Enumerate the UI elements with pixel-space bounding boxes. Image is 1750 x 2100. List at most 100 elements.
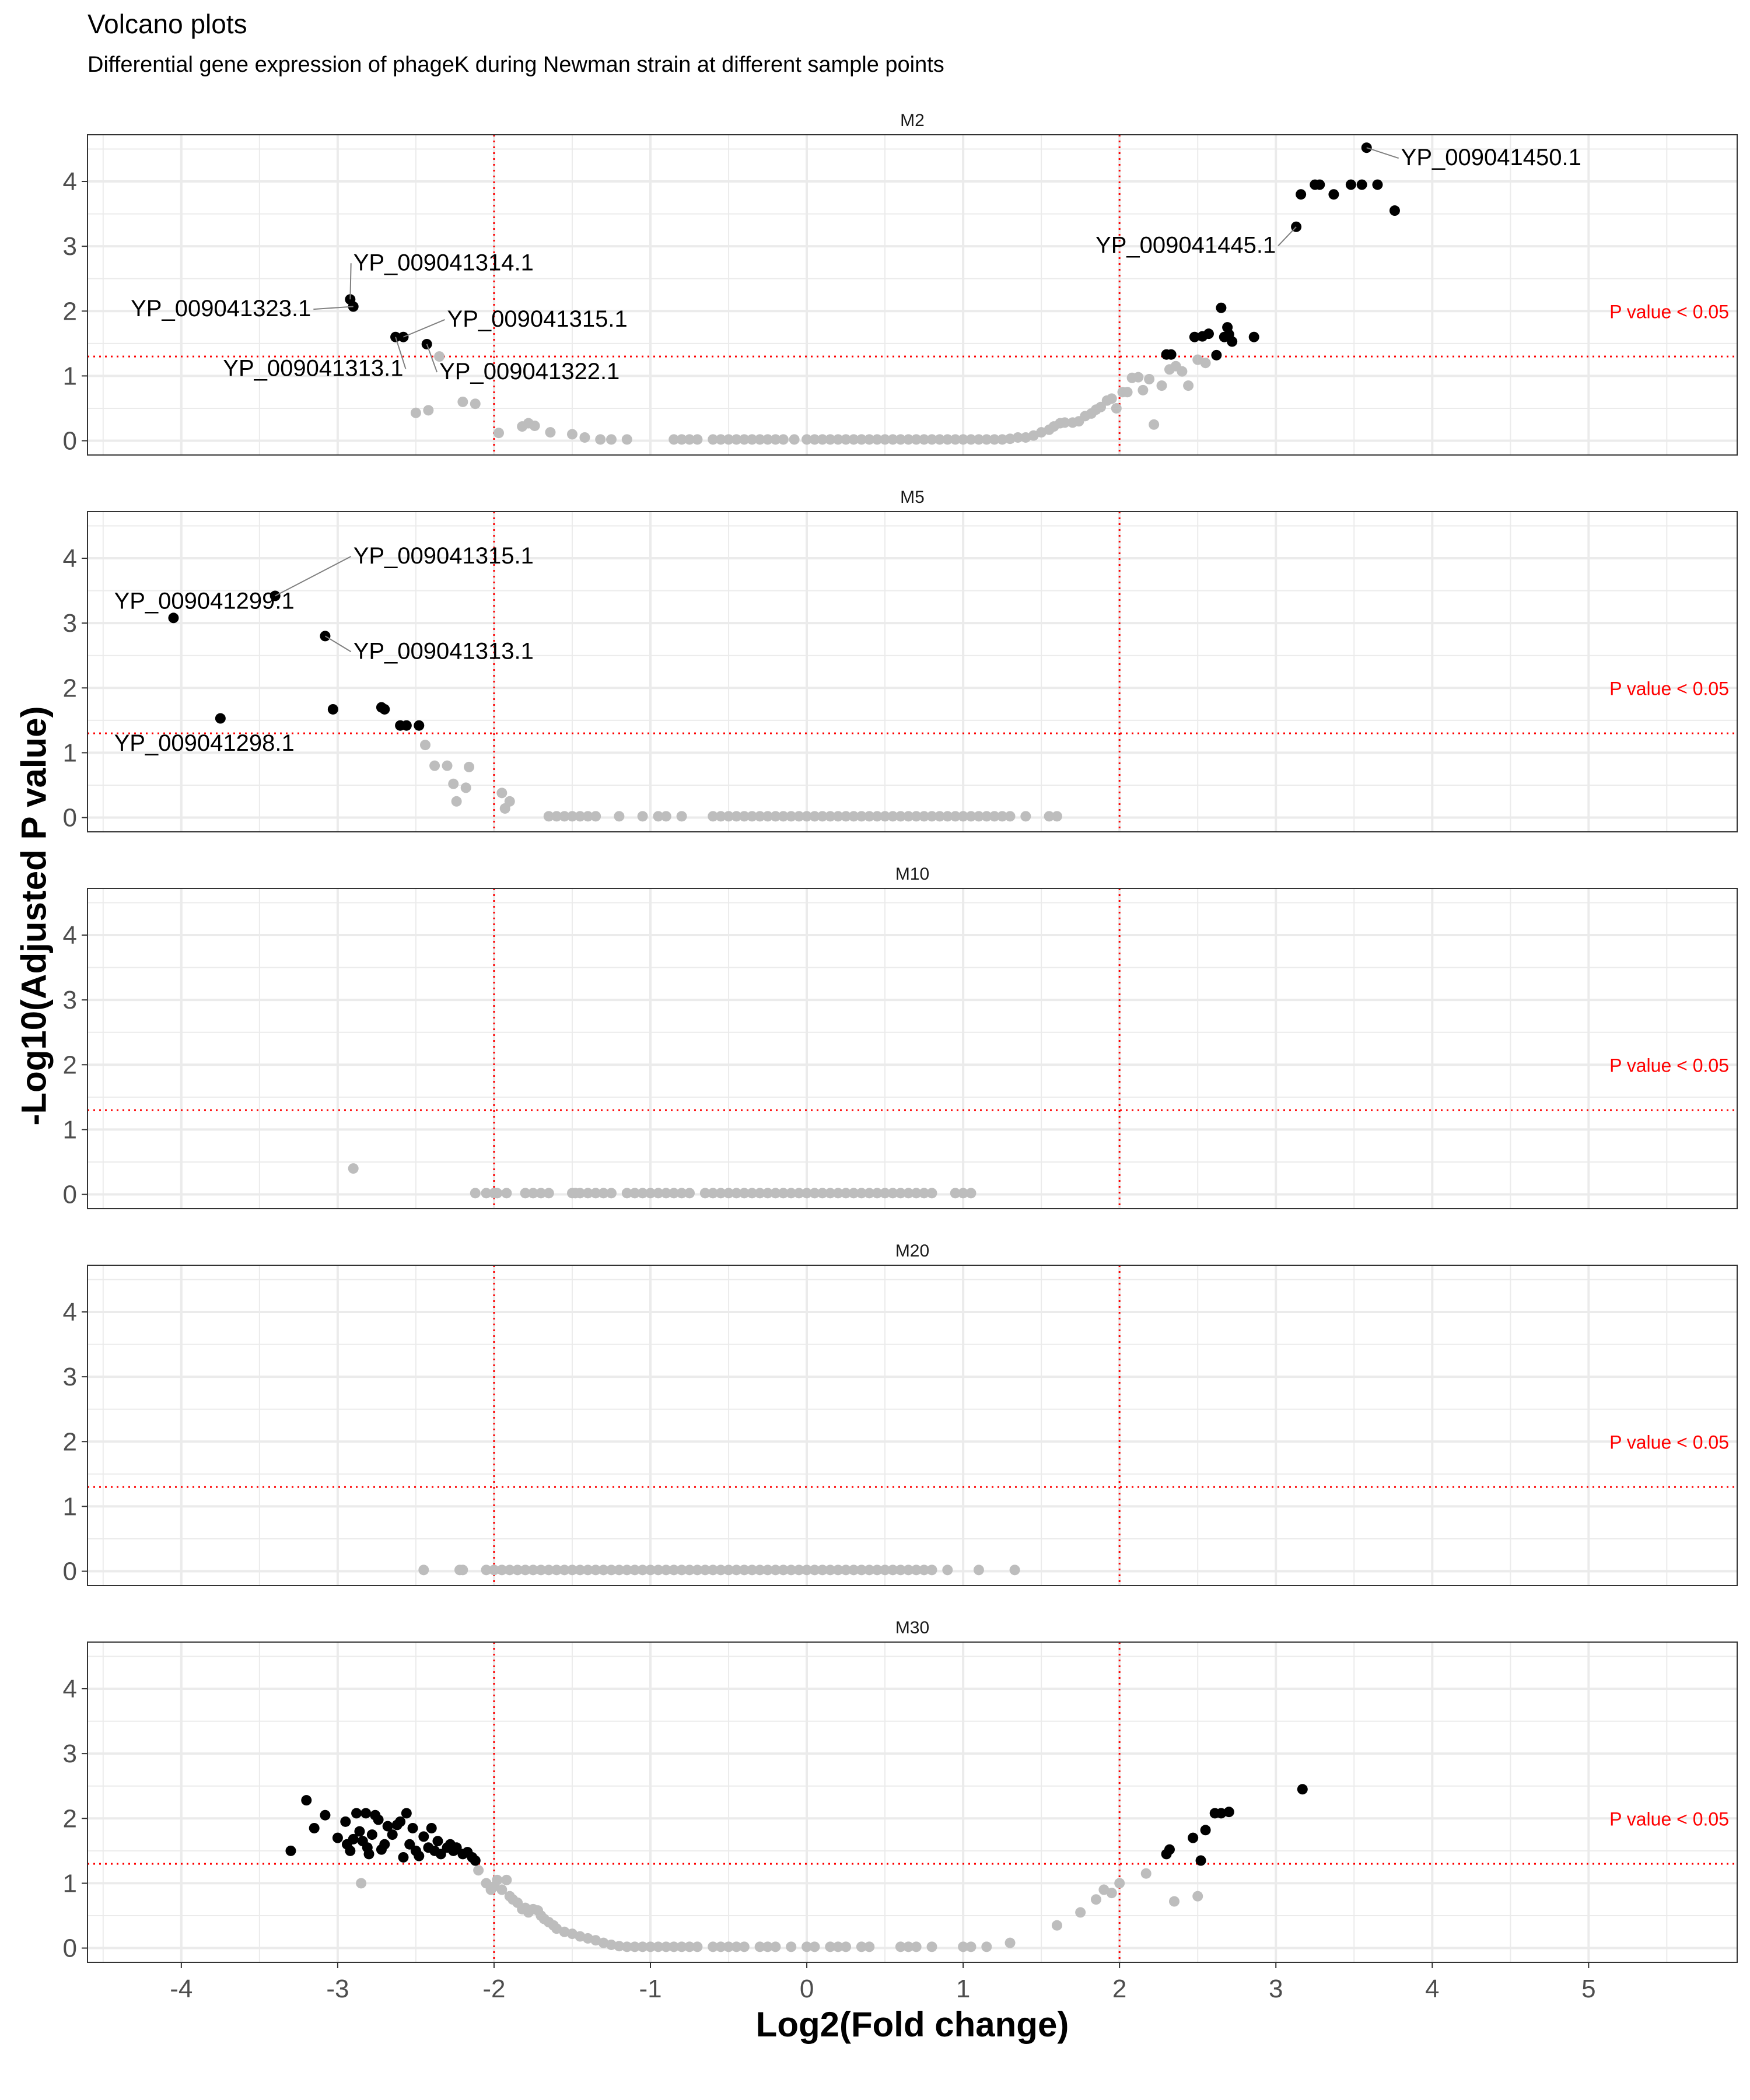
not-significant-point — [590, 811, 601, 822]
panel-border — [87, 511, 1738, 832]
not-significant-point — [989, 434, 1000, 445]
not-significant-point — [1122, 387, 1133, 398]
y-tick-label: 2 — [63, 1427, 77, 1456]
not-significant-point — [621, 1941, 632, 1952]
not-significant-point — [832, 1941, 844, 1952]
not-significant-point — [747, 434, 758, 445]
not-significant-point — [595, 434, 606, 445]
not-significant-point — [872, 1564, 883, 1576]
not-significant-point — [942, 1564, 953, 1576]
not-significant-point — [551, 811, 562, 822]
not-significant-point — [965, 1941, 977, 1952]
not-significant-point — [1114, 1878, 1125, 1889]
not-significant-point — [738, 1941, 750, 1952]
not-significant-point — [629, 1564, 640, 1576]
not-significant-point — [950, 434, 961, 445]
not-significant-point — [738, 1564, 750, 1576]
not-significant-point — [895, 1941, 906, 1952]
significant-point — [414, 720, 425, 731]
not-significant-point — [919, 1188, 930, 1199]
not-significant-point — [848, 811, 859, 822]
not-significant-point — [660, 1564, 671, 1576]
not-significant-point — [903, 811, 914, 822]
x-tick-label: -1 — [639, 1975, 662, 2003]
y-tick-label: 3 — [63, 232, 77, 261]
not-significant-point — [536, 1188, 547, 1199]
not-significant-point — [942, 434, 953, 445]
panel-strip-label: M2 — [900, 111, 925, 130]
not-significant-point — [545, 427, 556, 438]
not-significant-point — [527, 1564, 538, 1576]
not-significant-point — [926, 811, 937, 822]
significant-point — [379, 1839, 390, 1850]
not-significant-point — [457, 396, 468, 407]
not-significant-point — [911, 1564, 922, 1576]
not-significant-point — [715, 1188, 726, 1199]
not-significant-point — [653, 1941, 664, 1952]
y-tick-label: 1 — [63, 1492, 77, 1521]
not-significant-point — [903, 434, 914, 445]
not-significant-point — [614, 1564, 625, 1576]
not-significant-point — [348, 1163, 359, 1174]
not-significant-point — [762, 1941, 774, 1952]
not-significant-point — [880, 811, 891, 822]
not-significant-point — [645, 1564, 656, 1576]
not-significant-point — [559, 811, 570, 822]
not-significant-point — [793, 811, 804, 822]
not-significant-point — [856, 1941, 867, 1952]
not-significant-point — [762, 811, 774, 822]
not-significant-point — [1051, 811, 1062, 822]
y-tick-label: 4 — [63, 1298, 77, 1326]
not-significant-point — [1168, 1896, 1180, 1907]
not-significant-point — [501, 1874, 512, 1885]
threshold-label: P value < 0.05 — [1609, 678, 1729, 699]
panel-strip-label: M5 — [900, 488, 925, 507]
not-significant-point — [676, 811, 687, 822]
not-significant-point — [731, 811, 742, 822]
not-significant-point — [747, 1564, 758, 1576]
not-significant-point — [738, 811, 750, 822]
not-significant-point — [989, 811, 1000, 822]
significant-point — [1216, 1808, 1227, 1819]
not-significant-point — [470, 398, 481, 410]
not-significant-point — [708, 434, 719, 445]
significant-point — [1372, 179, 1383, 190]
not-significant-point — [464, 761, 475, 772]
not-significant-point — [606, 1939, 617, 1950]
not-significant-point — [668, 1564, 680, 1576]
significant-point — [407, 1822, 418, 1833]
not-significant-point — [529, 420, 540, 431]
not-significant-point — [864, 434, 875, 445]
significant-point — [345, 1845, 356, 1856]
not-significant-point — [488, 1564, 499, 1576]
panel-m2: M2 0 1 2 3 4 P value < 0.05 YP_009041314.1 YP_00… — [63, 111, 1738, 456]
not-significant-point — [817, 1564, 828, 1576]
not-significant-point — [848, 434, 859, 445]
not-significant-point — [817, 811, 828, 822]
panel-m30: M30 0 1 2 3 4 P value < 0.05 -4 -3 -2 -1 0 1 2 3 4 5 — [63, 1618, 1738, 2003]
gene-label: YP_009041322.1 — [439, 359, 620, 384]
panel-m5: M5 0 1 2 3 4 P value < 0.05 YP_009041315.1 YP_00… — [63, 488, 1738, 832]
significant-point — [168, 612, 179, 624]
not-significant-point — [668, 434, 680, 445]
y-tick-label: 2 — [63, 1804, 77, 1833]
y-tick-label: 1 — [63, 1869, 77, 1898]
not-significant-point — [919, 1564, 930, 1576]
label-leader-line — [403, 319, 445, 338]
not-significant-point — [958, 811, 969, 822]
not-significant-point — [637, 811, 648, 822]
not-significant-point — [864, 1188, 875, 1199]
not-significant-point — [1044, 811, 1055, 822]
not-significant-point — [481, 1564, 492, 1576]
not-significant-point — [770, 434, 781, 445]
not-significant-point — [653, 1564, 664, 1576]
not-significant-point — [856, 434, 867, 445]
significant-point — [404, 1839, 415, 1850]
not-significant-point — [356, 1878, 367, 1889]
not-significant-point — [520, 1564, 531, 1576]
not-significant-point — [660, 811, 671, 822]
not-significant-point — [793, 1188, 804, 1199]
not-significant-point — [614, 811, 625, 822]
not-significant-point — [825, 434, 836, 445]
not-significant-point — [747, 1188, 758, 1199]
